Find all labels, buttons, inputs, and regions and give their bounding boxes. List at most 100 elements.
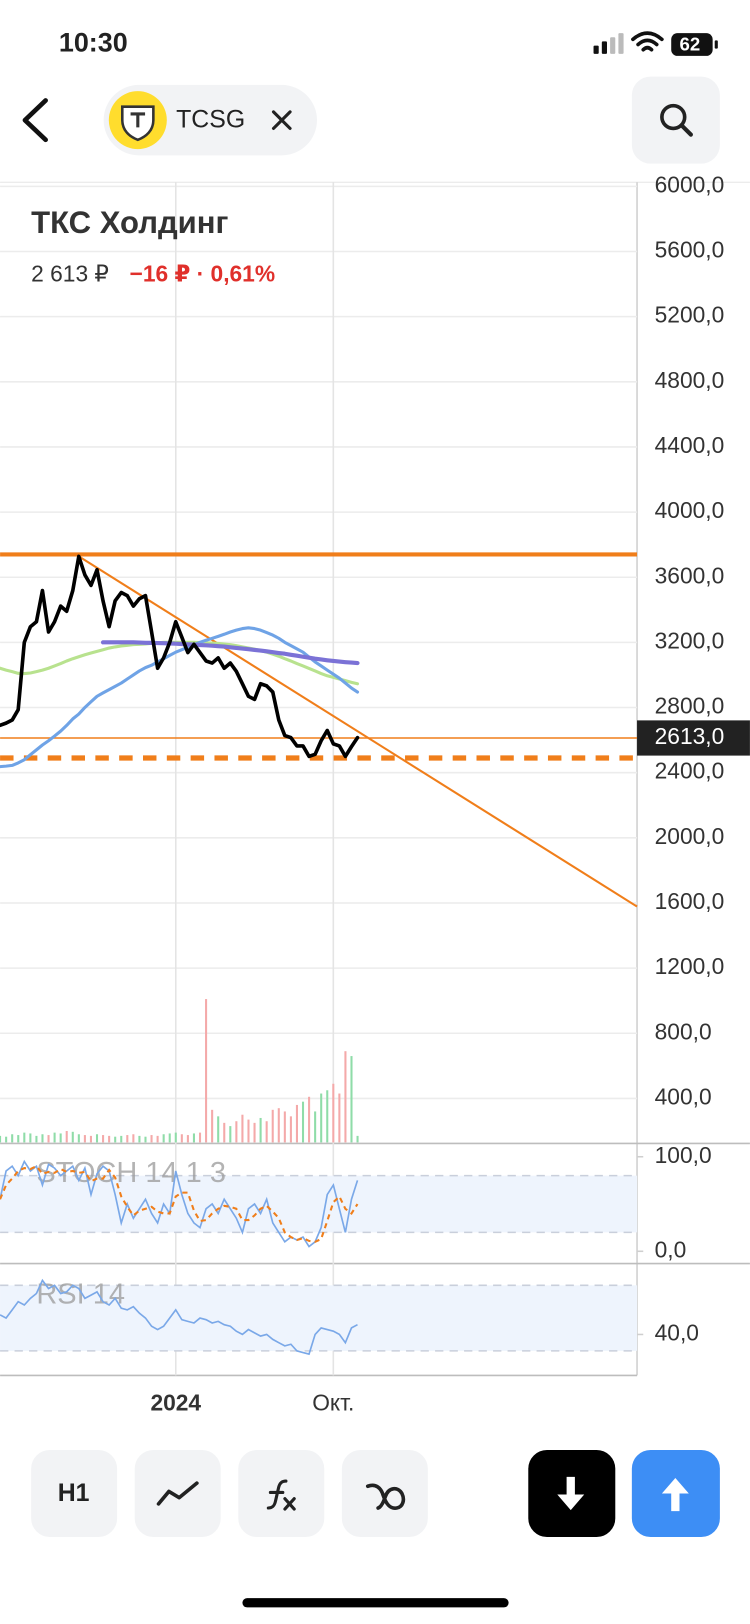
search-button[interactable]	[631, 76, 720, 164]
wifi-icon	[631, 31, 664, 52]
volume-bar	[23, 1132, 26, 1143]
volume-bar	[11, 1134, 14, 1143]
y-tick-label: 4800,0	[655, 367, 725, 393]
volume-bar	[332, 1083, 335, 1143]
volume-bar	[138, 1135, 141, 1143]
indicator-label: STOCH 14 1 3	[36, 1157, 226, 1189]
last-price-label: 2613,0	[655, 723, 725, 749]
volume-bar	[259, 1117, 262, 1143]
volume-bar	[247, 1119, 250, 1143]
volume-bar	[326, 1090, 329, 1143]
volume-bar	[217, 1116, 220, 1143]
volume-bar	[253, 1122, 256, 1143]
volume-bar	[144, 1136, 147, 1143]
y-tick-label: 1200,0	[655, 953, 725, 979]
volume-bar	[168, 1133, 171, 1143]
volume-bar	[108, 1135, 111, 1143]
volume-bar	[35, 1135, 38, 1143]
y-tick-label: 2000,0	[655, 823, 725, 849]
volume-bar	[132, 1134, 135, 1143]
volume-bar	[356, 1135, 359, 1143]
y-tick-label: 40,0	[655, 1319, 699, 1345]
price-change: −16 ₽ · 0,61%	[130, 261, 276, 287]
indicator-line	[0, 1278, 358, 1356]
y-tick-label: 2400,0	[655, 758, 725, 784]
volume-bar	[83, 1135, 86, 1143]
series-line	[0, 640, 360, 686]
y-tick-label: 6000,0	[655, 171, 725, 197]
volume-bar	[102, 1135, 105, 1143]
y-tick-label: 100,0	[655, 1142, 712, 1168]
volume-bar	[277, 1108, 280, 1143]
y-tick-label: 800,0	[655, 1018, 712, 1044]
volume-bar	[338, 1093, 341, 1143]
volume-bar	[241, 1114, 244, 1143]
volume-bar	[5, 1136, 8, 1143]
volume-bar	[29, 1133, 32, 1143]
y-tick-label: 0,0	[655, 1236, 687, 1262]
logo-letter	[130, 112, 146, 128]
series-line	[0, 626, 360, 769]
volume-bar	[320, 1093, 323, 1143]
volume-bar	[150, 1135, 153, 1143]
volume-bar	[265, 1121, 268, 1143]
volume-bar	[289, 1116, 292, 1143]
search-icon-handle	[679, 123, 693, 137]
volume-bar	[126, 1135, 129, 1143]
sell-icon	[557, 1476, 585, 1511]
volume-bar	[77, 1134, 80, 1143]
volume-bar	[95, 1134, 99, 1143]
volume-bar	[114, 1136, 117, 1143]
close-chip[interactable]	[271, 110, 292, 130]
interval-button[interactable]	[31, 1450, 118, 1537]
chart-type-icon	[156, 1481, 199, 1506]
volume-bar	[198, 1132, 202, 1143]
search-icon	[660, 103, 687, 131]
volume-bar	[41, 1134, 44, 1143]
volume-bar	[186, 1135, 189, 1143]
x-tick-label: Окт.	[312, 1389, 354, 1415]
interval-label: H1	[58, 1480, 90, 1507]
volume-bar	[162, 1134, 165, 1143]
volume-bar	[314, 1111, 317, 1143]
chart-type-button[interactable]	[134, 1450, 221, 1537]
volume-bar	[59, 1133, 62, 1143]
volume-bar	[295, 1104, 298, 1143]
volume-bar	[47, 1135, 50, 1143]
indicator-label: RSI 14	[36, 1278, 125, 1310]
y-tick-label: 5600,0	[655, 237, 725, 263]
volume-bar	[53, 1132, 56, 1143]
back-button[interactable]	[22, 98, 48, 143]
volume-bar	[235, 1121, 238, 1143]
volume-bar	[156, 1135, 159, 1143]
y-tick-label: 2800,0	[655, 693, 725, 719]
battery-nub	[714, 40, 718, 49]
y-tick-label: 4000,0	[655, 497, 725, 523]
volume-bar	[308, 1096, 311, 1143]
volume-bar	[205, 999, 208, 1143]
volume-bar	[65, 1130, 68, 1143]
volume-bar	[223, 1122, 226, 1143]
volume-bar	[180, 1134, 183, 1143]
trendline	[78, 555, 638, 908]
chart-title: ТКС Холдинг	[31, 205, 228, 240]
volume-bar	[350, 1056, 353, 1143]
x-tick-label: 2024	[150, 1389, 201, 1415]
volume-bar	[174, 1132, 177, 1143]
y-tick-label: 3600,0	[655, 562, 725, 588]
y-tick-label: 4400,0	[655, 432, 725, 458]
y-tick-label: 5200,0	[655, 302, 725, 328]
y-tick-label: 3200,0	[655, 627, 725, 653]
series-line	[100, 640, 360, 666]
volume-bar	[0, 1135, 2, 1143]
battery-icon	[671, 33, 713, 56]
volume-bar	[89, 1135, 92, 1143]
price: 2 613 ₽	[31, 261, 109, 287]
ticker: TCSG	[176, 107, 245, 134]
signal-icon	[593, 33, 624, 54]
indicators-icon	[266, 1479, 296, 1511]
volume-bar	[71, 1131, 74, 1143]
y-tick-label: 400,0	[655, 1083, 712, 1109]
